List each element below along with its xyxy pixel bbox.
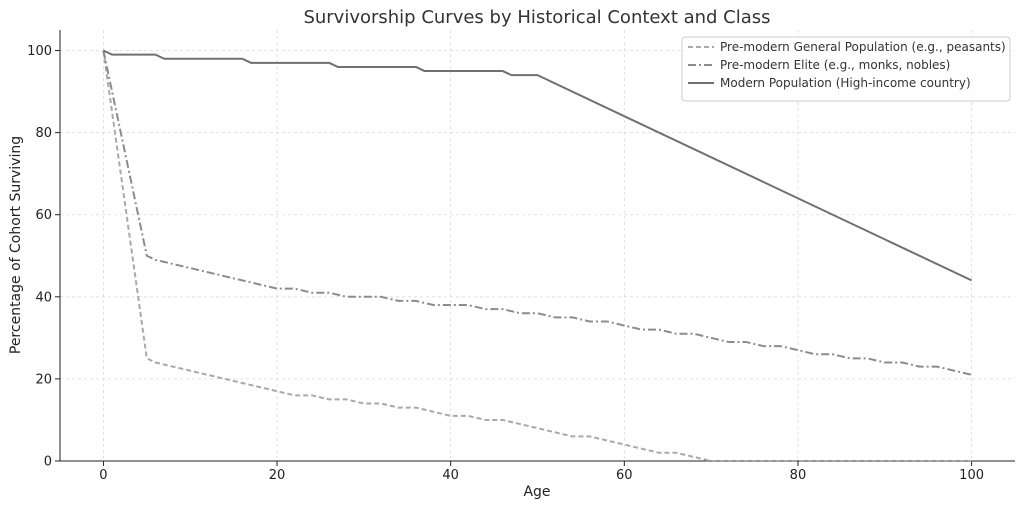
x-tick-label-40: 40	[442, 468, 459, 483]
legend-box	[681, 36, 1011, 102]
x-tick-label-20: 20	[269, 468, 286, 483]
series-line-2	[102, 49, 973, 282]
x-axis-label: Age	[523, 484, 550, 500]
x-tick-label-0: 0	[99, 468, 107, 483]
y-axis-label: Percentage of Cohort Surviving	[8, 136, 24, 354]
chart-title: Survivorship Curves by Historical Contex…	[303, 7, 770, 28]
series-line-0	[102, 50, 972, 462]
legend-label-0: Pre-modern General Population (e.g., pea…	[720, 40, 1006, 54]
series-layer	[102, 49, 973, 462]
legend: Pre-modern General Population (e.g., pea…	[681, 36, 1011, 102]
x-tick-label-80: 80	[790, 468, 807, 483]
y-tick-label-60: 60	[35, 208, 52, 223]
legend-label-2: Modern Population (High-income country)	[720, 76, 971, 90]
y-tick-label-80: 80	[35, 126, 52, 141]
legend-label-1: Pre-modern Elite (e.g., monks, nobles)	[720, 58, 950, 72]
x-tick-label-60: 60	[616, 468, 633, 483]
y-tick-label-20: 20	[35, 372, 52, 387]
axes-layer: 0 20 40 60 80 100 0 20 40 60 80 100	[27, 30, 1015, 483]
x-tick-label-100: 100	[959, 468, 984, 483]
y-tick-label-0: 0	[44, 455, 52, 470]
y-tick-label-100: 100	[27, 44, 52, 59]
y-tick-label-40: 40	[35, 290, 52, 305]
